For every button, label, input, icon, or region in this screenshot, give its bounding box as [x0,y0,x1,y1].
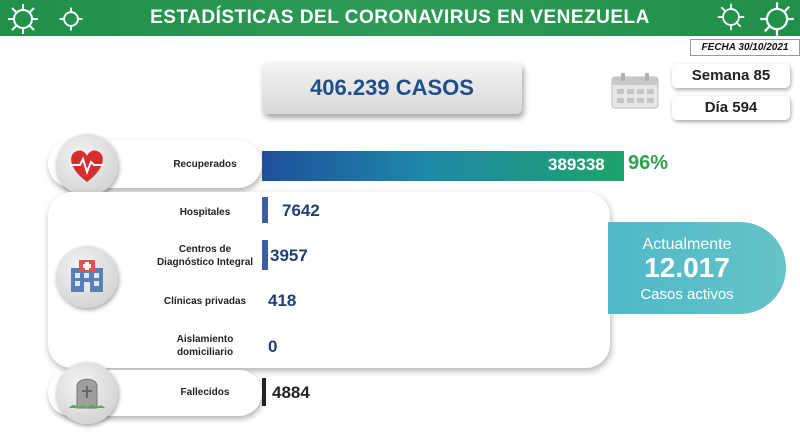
week-counter: Semana 85 [672,64,790,88]
report-date: FECHA 30/10/2021 [690,39,800,56]
heart-pulse-icon [70,150,104,182]
category-label-hospitales: Hospitales [179,207,231,218]
total-cases-value: 406.239 CASOS [310,75,474,100]
virus-icon [760,2,794,36]
category-label-clinicas: Clínicas privadas [163,296,247,307]
deaths-icon-circle [56,362,118,424]
category-value-clinicas: 418 [268,291,297,310]
virus-icon [717,3,745,31]
active-cases-pill [608,222,786,314]
category-label-cdi: Centros de Diagnóstico Integral [156,244,254,268]
active-cases-panel [48,192,610,368]
category-label-aislamiento: Aislamiento domiciliario [176,334,234,358]
total-cases-card: 406.239 CASOS [262,62,522,114]
active-cases-value: 12.017 [644,252,730,283]
recovered-icon-circle [56,134,118,196]
virus-icon [8,4,38,34]
category-bar-cdi [262,240,268,270]
page-title: ESTADÍSTICAS DEL CORONAVIRUS EN VENEZUEL… [150,7,650,28]
category-value-cdi: 3957 [270,246,308,265]
tombstone-icon [69,378,105,409]
active-cases-sublabel: Casos activos [640,286,734,303]
day-counter: Día 594 [672,96,790,120]
recovered-bar [262,151,624,181]
virus-icon [59,7,83,31]
category-bar-hospitales [262,197,268,223]
category-value-hospitales: 7642 [282,201,320,220]
active-cases-label: Actualmente [642,236,732,253]
deaths-label: Fallecidos [180,387,230,398]
recovered-percent: 96% [628,152,669,174]
recovered-label: Recuperados [173,159,237,170]
hospital-icon-circle [56,246,118,308]
category-value-aislamiento: 0 [268,337,278,356]
header-banner [0,0,800,36]
deaths-value: 4884 [272,383,310,402]
deaths-bar [262,378,266,406]
recovered-value: 389338 [548,155,605,174]
hospital-icon [71,260,103,292]
calendar-icon [611,73,659,109]
